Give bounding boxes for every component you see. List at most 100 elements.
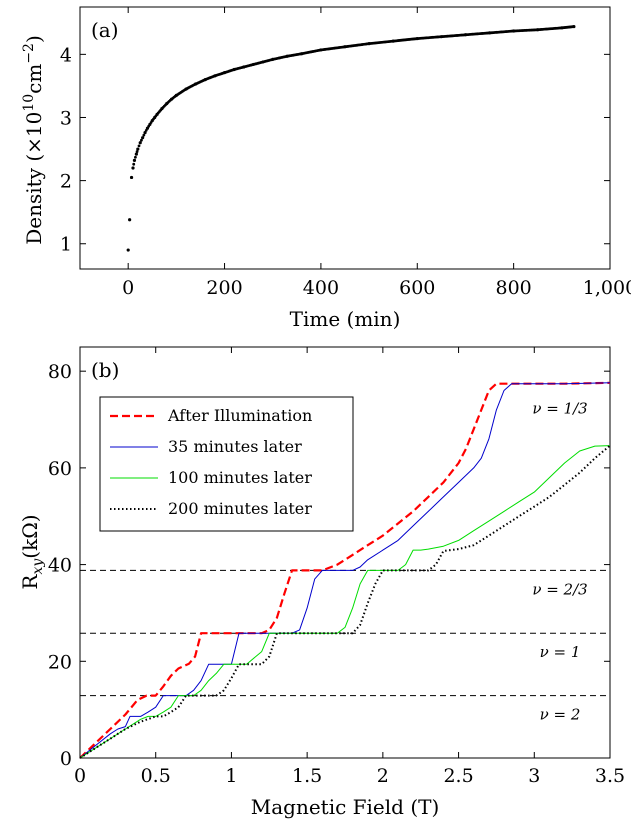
tick-marks-a (80, 7, 611, 269)
series-line-1 (79, 382, 611, 759)
data-point (159, 108, 163, 112)
data-point (318, 48, 322, 52)
data-point (438, 35, 442, 39)
data-point (221, 71, 225, 75)
data-point (173, 94, 177, 98)
y-tick-label-a: 4 (60, 44, 72, 66)
series-line-3 (79, 444, 611, 759)
filling-factor-labels: ν = 2/3 ν = 1 ν = 2 ν = 1/3 (532, 400, 587, 724)
data-point (152, 117, 155, 121)
y-axis-label-sub-b: xy (30, 558, 46, 575)
y-tick-label-b: 80 (48, 361, 72, 383)
y-tick-label-a: 3 (60, 107, 72, 129)
filling-factor-label: ν = 1/3 (532, 400, 587, 418)
data-point (164, 103, 167, 107)
legend-label: 100 minutes later (168, 468, 312, 487)
legend-label: 200 minutes later (168, 499, 312, 518)
legend-label: 35 minutes later (168, 437, 302, 456)
data-point (202, 78, 206, 82)
data-point (138, 141, 142, 145)
tick-labels-a: 0 200 400 600 800 1,000 1 2 3 4 (60, 44, 631, 299)
y-tick-label-a: 2 (60, 171, 72, 193)
x-tick-label-a: 200 (206, 277, 242, 299)
data-point (342, 45, 346, 49)
data-point (299, 52, 302, 56)
data-point (414, 37, 418, 41)
data-point (193, 83, 196, 87)
y-tick-label-b: 0 (60, 748, 72, 770)
data-point (241, 65, 245, 69)
data-point (131, 166, 135, 170)
data-point (250, 63, 254, 67)
y-axis-label-b: Rxy(kΩ) (18, 514, 46, 589)
tick-marks-b (79, 347, 611, 759)
y-axis-label-main-b: R (18, 574, 42, 590)
x-tick-label-b: 2 (377, 765, 389, 787)
y-axis-label-exp-a: 10 (21, 94, 37, 112)
legend-items: After Illumination 35 minutes later 100 mi… (110, 406, 312, 518)
data-point (212, 74, 216, 78)
plot-frame-a (79, 6, 611, 270)
data-point (137, 144, 141, 148)
data-point (270, 58, 273, 62)
data-point (144, 129, 148, 132)
filling-factor-label: ν = 1 (540, 643, 581, 661)
y-tick-label-a: 1 (60, 234, 72, 256)
reference-lines-b (80, 569, 610, 697)
x-tick-label-b: 1.5 (292, 765, 322, 787)
y-axis-label-unit-exp-a: −2 (21, 43, 37, 64)
data-point (231, 68, 235, 72)
data-point (571, 25, 575, 29)
x-tick-label-a: 800 (496, 277, 532, 299)
y-axis-label-unit-b: (kΩ) (18, 514, 42, 558)
x-tick-label-a: 400 (303, 277, 339, 299)
y-axis-label-close-a: ) (22, 35, 46, 43)
x-axis-label-b: Magnetic Field (T) (251, 795, 440, 819)
series-line-2 (79, 445, 611, 759)
data-point (149, 121, 153, 124)
x-tick-label-b: 3 (528, 765, 540, 787)
legend: After Illumination 35 minutes later 100 mi… (99, 396, 354, 532)
y-axis-label-unit-a: cm (22, 64, 46, 94)
data-point (462, 33, 466, 37)
data-point (129, 175, 134, 180)
x-tick-label-b: 0 (74, 765, 86, 787)
data-point (183, 88, 187, 92)
panel-label-a: (a) (91, 18, 119, 42)
y-tick-label-b: 40 (48, 555, 72, 577)
data-points-a (126, 24, 576, 252)
x-axis-label-a: Time (min) (290, 307, 401, 331)
y-tick-label-b: 60 (48, 458, 72, 480)
filling-factor-label: ν = 2 (540, 706, 581, 724)
data-point (260, 60, 264, 64)
data-point (141, 136, 145, 140)
legend-label: After Illumination (167, 406, 312, 425)
data-point (143, 131, 147, 135)
data-point (284, 55, 288, 58)
panel-label-b: (b) (91, 358, 119, 382)
density-vs-time-panel: 0 200 400 600 800 1,000 1 2 3 4 (a) Time (min) De… (21, 6, 631, 331)
x-tick-label-b: 2.5 (443, 765, 473, 787)
data-point (390, 39, 394, 43)
data-point (132, 158, 137, 163)
x-tick-label-a: 0 (122, 277, 134, 299)
y-tick-label-b: 20 (48, 651, 72, 673)
data-point (126, 248, 130, 252)
y-axis-label-a: Density (×1010cm−2) (21, 35, 46, 245)
data-point (142, 133, 146, 137)
data-point (134, 152, 138, 156)
data-point (128, 218, 132, 222)
x-tick-label-b: 0.5 (141, 765, 171, 787)
data-point (511, 29, 514, 33)
data-point (168, 98, 172, 102)
data-point (366, 42, 370, 46)
x-tick-label-b: 1 (225, 765, 237, 787)
tick-labels-b: 0 0.5 1 1.5 2 2.5 3 3.5 0 20 40 60 80 (48, 361, 625, 787)
x-tick-label-a: 1,000 (583, 277, 631, 299)
x-tick-label-b: 3.5 (595, 765, 625, 787)
data-point (147, 124, 151, 128)
data-point (486, 31, 490, 35)
series-lines-b (79, 381, 611, 759)
